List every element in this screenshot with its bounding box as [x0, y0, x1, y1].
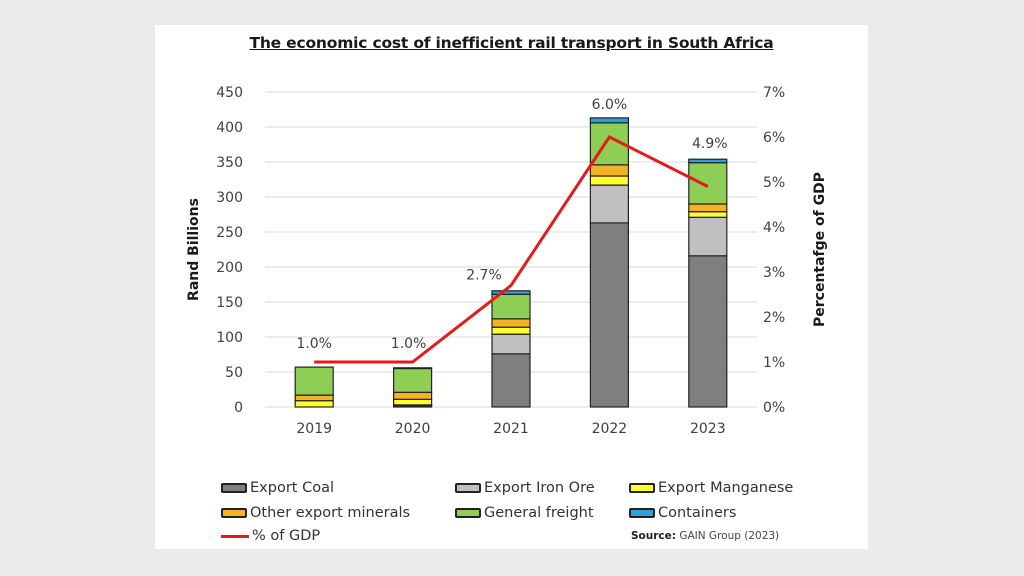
- legend-label: Export Iron Ore: [484, 480, 595, 496]
- y2-tick-label: 7%: [763, 85, 785, 101]
- legend-swatch: [221, 483, 247, 493]
- source-note: Source: GAIN Group (2023): [631, 530, 779, 542]
- gdp-line: [314, 135, 709, 364]
- bar-segment-other-export-minerals: [688, 203, 728, 213]
- y2-tick-label: 5%: [763, 175, 785, 191]
- legend-item: General freight: [455, 505, 594, 521]
- y-tick-label: 450: [216, 85, 243, 101]
- gdp-data-label: 4.9%: [692, 136, 728, 152]
- legend-swatch: [629, 483, 655, 493]
- y2-tick-label: 2%: [763, 310, 785, 326]
- y2-tick-label: 1%: [763, 355, 785, 371]
- bar-segment-export-coal: [491, 353, 531, 408]
- bar-segment-containers: [393, 367, 433, 370]
- x-tick-label: 2023: [690, 421, 726, 437]
- chart-title: The economic cost of inefficient rail tr…: [249, 34, 774, 52]
- gdp-data-label: 6.0%: [592, 97, 628, 113]
- legend-item: Other export minerals: [221, 505, 410, 521]
- legend-item: Containers: [629, 505, 736, 521]
- source-text: GAIN Group (2023): [679, 530, 780, 542]
- bar-segment-general-freight: [688, 162, 728, 205]
- y-tick-label: 150: [216, 295, 243, 311]
- legend-label: General freight: [484, 505, 594, 521]
- legend-line-swatch: [221, 534, 249, 538]
- chart-card: The economic cost of inefficient rail tr…: [155, 25, 868, 549]
- bar-segment-export-coal: [589, 222, 629, 408]
- legend-item: Export Coal: [221, 480, 334, 496]
- x-tick-label: 2019: [296, 421, 332, 437]
- y-tick-label: 50: [225, 365, 243, 381]
- y2-tick-label: 3%: [763, 265, 785, 281]
- bar-segment-export-manganese: [589, 175, 629, 186]
- y-tick-label: 300: [216, 190, 243, 206]
- y-tick-label: 350: [216, 155, 243, 171]
- bar-segment-other-export-minerals: [393, 391, 433, 400]
- bar-segment-containers: [688, 158, 728, 164]
- gdp-data-label: 2.7%: [466, 268, 502, 284]
- y-tick-label: 0: [234, 400, 243, 416]
- y-axis-title: Rand Billions: [186, 198, 202, 301]
- bar-segment-export-coal: [688, 255, 728, 408]
- y-tick-label: 100: [216, 330, 243, 346]
- bar-segment-export-iron-ore: [589, 184, 629, 224]
- x-tick-label: 2021: [493, 421, 529, 437]
- legend-swatch: [221, 508, 247, 518]
- legend-label: Export Manganese: [658, 480, 794, 496]
- bar-segment-export-iron-ore: [688, 216, 728, 257]
- gdp-data-label: 1.0%: [391, 336, 427, 352]
- bar-segment-export-manganese: [294, 400, 334, 408]
- legend-swatch: [629, 508, 655, 518]
- legend-swatch: [455, 483, 481, 493]
- bar-segment-other-export-minerals: [491, 318, 531, 328]
- legend-item: Export Manganese: [629, 480, 793, 496]
- legend-item: % of GDP: [221, 528, 320, 544]
- legend-label: Containers: [658, 505, 737, 521]
- bar-segment-general-freight: [294, 366, 334, 396]
- bar-segment-general-freight: [491, 293, 531, 320]
- x-tick-label: 2020: [395, 421, 431, 437]
- gdp-data-label: 1.0%: [296, 336, 332, 352]
- bar-segment-export-iron-ore: [491, 333, 531, 355]
- y-tick-label: 400: [216, 120, 243, 136]
- legend-swatch: [455, 508, 481, 518]
- bar-segment-other-export-minerals: [589, 164, 629, 177]
- x-tick-label: 2022: [592, 421, 628, 437]
- y2-tick-label: 0%: [763, 400, 785, 416]
- source-label: Source:: [631, 530, 676, 542]
- legend-item: Export Iron Ore: [455, 480, 595, 496]
- bar-segment-export-manganese: [491, 326, 531, 335]
- bar-segment-export-manganese: [393, 398, 433, 406]
- bar-segment-containers: [589, 117, 629, 124]
- y2-axis-title: Percentafge of GDP: [812, 172, 828, 327]
- legend-label: Other export minerals: [250, 505, 411, 521]
- legend-label: % of GDP: [252, 528, 321, 544]
- legend-label: Export Coal: [250, 480, 334, 496]
- y2-tick-label: 6%: [763, 130, 785, 146]
- bar-segment-export-manganese: [688, 211, 728, 218]
- bar-segment-containers: [491, 290, 531, 295]
- bar-segment-general-freight: [393, 367, 433, 393]
- chart-svg: 0 50 100 150 200 250 300 350 400 450 0% 1% 2% 3% 4% 5% 6…: [186, 85, 828, 437]
- bar-segment-other-export-minerals: [294, 394, 334, 402]
- y2-tick-label: 4%: [763, 220, 785, 236]
- y-tick-label: 250: [216, 225, 243, 241]
- y-tick-label: 200: [216, 260, 243, 276]
